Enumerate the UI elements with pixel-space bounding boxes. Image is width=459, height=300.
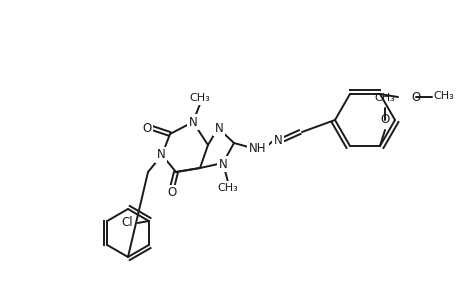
Text: CH₃: CH₃ [433, 91, 453, 101]
Text: CH₃: CH₃ [374, 93, 395, 103]
Text: N: N [156, 148, 165, 161]
Text: N: N [218, 158, 227, 170]
Text: O: O [410, 91, 420, 103]
Text: O: O [380, 113, 389, 127]
Text: O: O [142, 122, 151, 134]
Text: N: N [188, 116, 197, 128]
Text: CH₃: CH₃ [189, 93, 210, 103]
Text: NH: NH [249, 142, 266, 154]
Text: Cl: Cl [121, 217, 133, 230]
Text: O: O [167, 187, 176, 200]
Text: CH₃: CH₃ [217, 183, 238, 193]
Text: N: N [273, 134, 282, 146]
Text: N: N [214, 122, 223, 134]
